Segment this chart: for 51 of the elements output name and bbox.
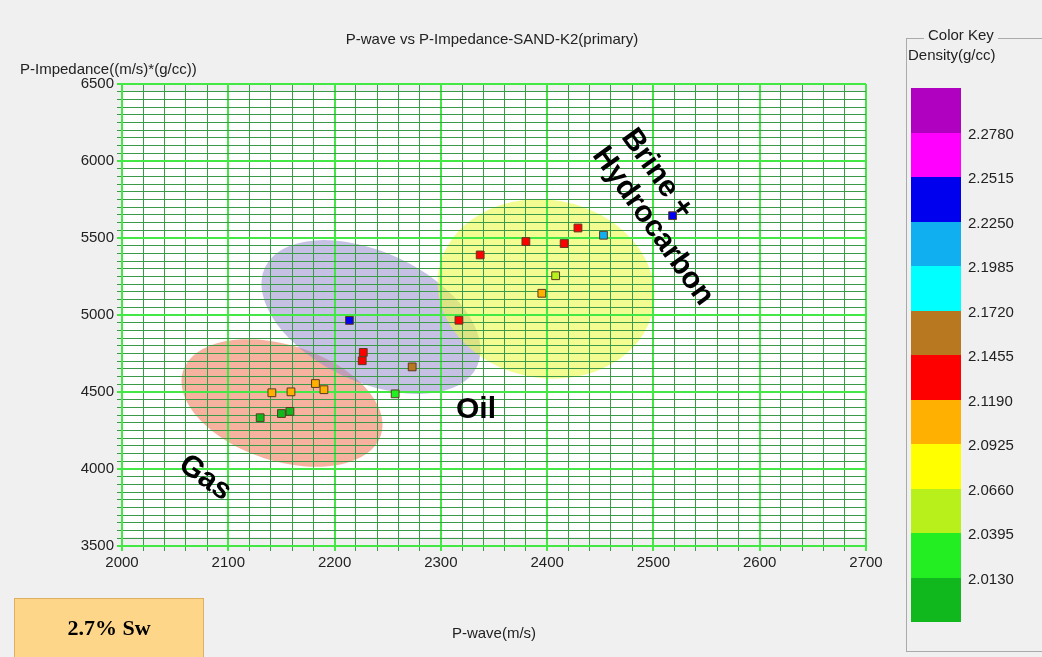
point bbox=[475, 250, 485, 260]
y-tick-label: 4000 bbox=[80, 459, 114, 477]
text: 2.7% Sw bbox=[14, 598, 204, 657]
color-bar-label: 2.2780 bbox=[968, 124, 1014, 141]
y-tick-label: 5500 bbox=[80, 228, 114, 246]
point bbox=[454, 315, 464, 325]
text: Color Key bbox=[924, 26, 998, 43]
point bbox=[559, 239, 569, 248]
point bbox=[345, 316, 354, 325]
color-bar-label: 2.2515 bbox=[968, 168, 1014, 186]
color-bar-label: 2.2250 bbox=[968, 213, 1014, 230]
point bbox=[358, 348, 368, 357]
color-bar-label: 2.0395 bbox=[968, 524, 1014, 542]
point bbox=[537, 288, 547, 298]
point bbox=[573, 223, 583, 233]
point bbox=[319, 385, 329, 395]
x-tick-label: 2600 bbox=[743, 553, 777, 571]
y-axis-title: P-Impedance((m/s)*(g/cc)) bbox=[20, 60, 197, 78]
annotation: Gas bbox=[173, 446, 239, 507]
point bbox=[255, 413, 265, 423]
color-bar-label: 2.0660 bbox=[968, 480, 1014, 497]
x-tick-label: 2000 bbox=[105, 553, 139, 571]
point bbox=[551, 271, 561, 281]
point bbox=[311, 379, 320, 388]
y-tick-label: 5000 bbox=[80, 305, 114, 323]
x-axis-title: P-wave(m/s) bbox=[451, 624, 537, 642]
x-tick-label: 2500 bbox=[636, 553, 671, 571]
color-bar-label: 2.1720 bbox=[968, 302, 1014, 319]
y-tick-label: 4500 bbox=[80, 382, 114, 400]
y-tick-label: 3500 bbox=[80, 536, 114, 554]
point bbox=[521, 237, 531, 246]
point bbox=[357, 356, 367, 366]
point bbox=[277, 409, 286, 418]
y-tick-label: 6000 bbox=[80, 151, 114, 169]
point bbox=[407, 362, 417, 372]
point bbox=[286, 387, 296, 397]
color-bar-label: 2.1455 bbox=[968, 346, 1014, 364]
color-bar-title: Density(g/cc) bbox=[908, 46, 996, 63]
x-tick-label: 2200 bbox=[317, 553, 352, 571]
chart-title: P-wave vs P-Impedance-SAND-K2(primary) bbox=[345, 30, 639, 48]
point bbox=[267, 388, 277, 398]
color-bar-label: 2.0130 bbox=[968, 569, 1014, 586]
point bbox=[285, 407, 295, 416]
color-bar-label: 2.0925 bbox=[968, 435, 1014, 453]
color-bar-label: 2.1985 bbox=[968, 257, 1014, 275]
color-bar-label: 2.1190 bbox=[968, 391, 1013, 408]
x-tick-label: 2400 bbox=[530, 553, 564, 571]
x-tick-label: 2100 bbox=[211, 553, 245, 571]
point bbox=[390, 389, 400, 399]
x-tick-label: 2300 bbox=[424, 553, 458, 571]
x-tick-label: 2700 bbox=[849, 553, 883, 571]
